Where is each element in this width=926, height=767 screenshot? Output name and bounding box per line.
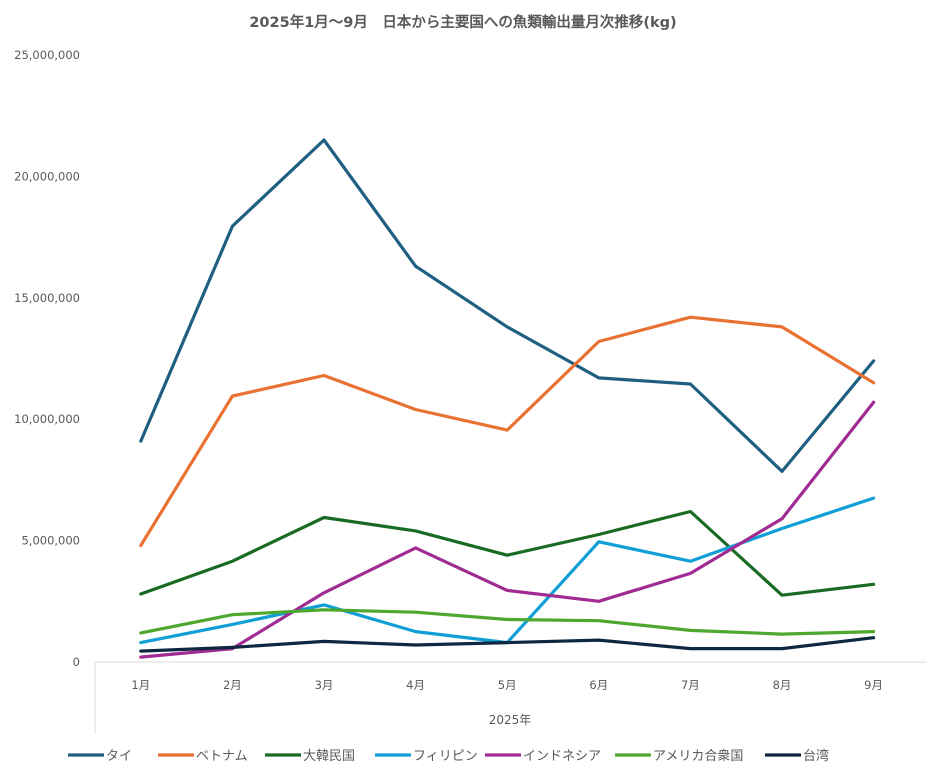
y-tick-label: 20,000,000 xyxy=(14,169,80,183)
x-axis-title: 2025年 xyxy=(489,713,532,727)
x-tick-label: 9月 xyxy=(864,678,883,692)
legend-item[interactable]: フィリピン xyxy=(375,749,478,764)
legend-label: インドネシア xyxy=(523,749,601,764)
series-line-7 xyxy=(139,636,876,653)
y-tick-label: 25,000,000 xyxy=(14,48,80,62)
legend-item[interactable]: タイ xyxy=(68,749,132,764)
series-line-2 xyxy=(139,315,876,548)
series-layer xyxy=(139,138,876,659)
x-tick-label: 8月 xyxy=(773,678,792,692)
legend-item[interactable]: インドネシア xyxy=(485,749,601,764)
legend-label: 台湾 xyxy=(803,748,829,764)
series-line-5 xyxy=(139,400,876,659)
chart-title: 2025年1月～9月 日本から主要国への魚類輸出量月次推移(kg) xyxy=(249,13,676,31)
legend-label: アメリカ合衆国 xyxy=(653,748,743,764)
y-tick-label: 0 xyxy=(73,655,80,669)
x-tick-label: 3月 xyxy=(315,678,334,692)
legend-item[interactable]: アメリカ合衆国 xyxy=(615,748,743,764)
x-tick-label: 1月 xyxy=(131,678,150,692)
y-tick-label: 10,000,000 xyxy=(14,412,80,426)
legend[interactable]: タイ ベトナム 大韓民国 フィリピン インドネシア アメリカ合衆国 台湾 xyxy=(68,748,829,764)
y-tick-label: 15,000,000 xyxy=(14,291,80,305)
legend-item[interactable]: 台湾 xyxy=(765,748,829,764)
x-tick-label: 5月 xyxy=(498,678,517,692)
y-axis: 0 5,000,000 10,000,000 15,000,000 20,000,000… xyxy=(14,48,80,669)
legend-label: タイ xyxy=(106,749,132,764)
legend-item[interactable]: 大韓民国 xyxy=(265,749,355,764)
x-tick-label: 4月 xyxy=(406,678,425,692)
x-tick-label: 2月 xyxy=(223,678,242,692)
legend-label: ベトナム xyxy=(196,749,248,764)
legend-item[interactable]: ベトナム xyxy=(158,749,248,764)
x-tick-label: 7月 xyxy=(681,678,700,692)
legend-label: フィリピン xyxy=(413,749,478,764)
x-tick-label: 6月 xyxy=(589,678,608,692)
x-axis: 1月 2月 3月 4月 5月 6月 7月 8月 9月 xyxy=(95,661,926,692)
series-line-3 xyxy=(139,509,876,597)
y-tick-label: 5,000,000 xyxy=(21,534,80,548)
legend-label: 大韓民国 xyxy=(303,749,355,764)
series-line-1 xyxy=(139,138,876,473)
series-line-6 xyxy=(139,608,876,636)
